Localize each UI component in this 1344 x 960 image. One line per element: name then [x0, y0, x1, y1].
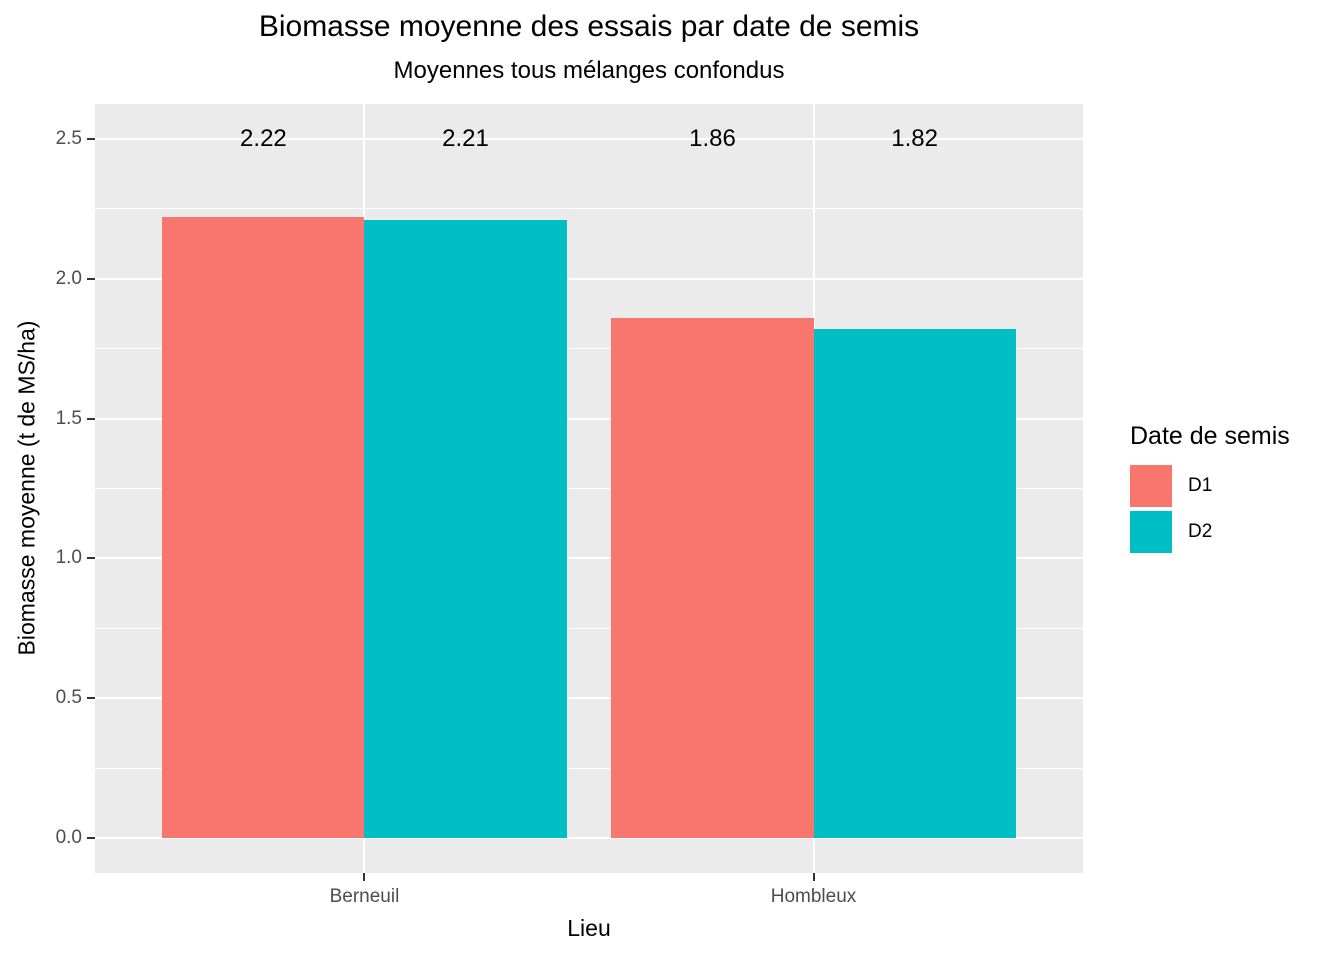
y-tick-label: 1.5: [55, 407, 82, 429]
y-gridline-minor: [95, 767, 1083, 769]
legend-item-label: D2: [1188, 521, 1213, 542]
y-tick-mark: [87, 557, 95, 560]
y-gridline-minor: [95, 627, 1083, 629]
bar-berneuil-d2: [364, 220, 567, 839]
y-gridline-minor: [95, 348, 1083, 350]
x-tick-mark: [363, 873, 366, 881]
y-tick-label: 0.0: [55, 827, 82, 849]
legend-item-label: D1: [1188, 475, 1213, 496]
bar-value-label: 2.21: [442, 124, 489, 152]
y-gridline-major: [95, 697, 1083, 700]
x-axis-title: Lieu: [567, 915, 611, 941]
bar-value-label: 1.86: [689, 124, 736, 152]
y-tick-label: 2.0: [55, 267, 82, 289]
y-gridline-major: [95, 417, 1083, 420]
y-tick-mark: [87, 137, 95, 140]
y-tick-mark: [87, 277, 95, 280]
y-gridline-minor: [95, 488, 1083, 489]
y-gridline-major: [95, 137, 1083, 140]
bar-berneuil-d1: [162, 217, 365, 839]
y-tick-mark: [87, 837, 95, 840]
legend-key-d2: [1130, 511, 1172, 553]
bar-value-label: 2.22: [240, 124, 287, 152]
bar-value-label: 1.82: [891, 124, 938, 152]
legend-title: Date de semis: [1130, 422, 1290, 450]
x-tick-label: Hombleux: [770, 886, 857, 907]
legend-item-d2: D2: [1130, 511, 1290, 553]
x-tick-label: Berneuil: [329, 886, 400, 907]
y-tick-label: 1.0: [55, 547, 82, 569]
y-axis-title: Biomasse moyenne (t de MS/ha): [13, 320, 40, 656]
legend-items: D1 D2: [1130, 465, 1290, 553]
y-gridline-minor: [95, 208, 1083, 210]
y-gridline-major: [95, 557, 1083, 560]
chart-title: Biomasse moyenne des essais par date de …: [258, 10, 920, 43]
y-gridline-major: [95, 277, 1083, 280]
chart-subtitle: Moyennes tous mélanges confondus: [393, 57, 785, 84]
bar-hombleux-d1: [611, 317, 814, 839]
bar-hombleux-d2: [813, 329, 1016, 839]
y-gridline-major: [95, 837, 1083, 840]
x-tick-mark: [812, 873, 815, 881]
y-tick-mark: [87, 697, 95, 700]
legend: Date de semis D1 D2: [1130, 422, 1290, 557]
legend-key-d1: [1130, 465, 1172, 507]
y-tick-label: 2.5: [55, 127, 82, 149]
y-tick-label: 0.5: [55, 687, 82, 709]
plot-panel: 2.22 1.86 2.21 1.82: [95, 104, 1083, 873]
y-tick-mark: [87, 417, 95, 420]
legend-item-d1: D1: [1130, 465, 1290, 507]
